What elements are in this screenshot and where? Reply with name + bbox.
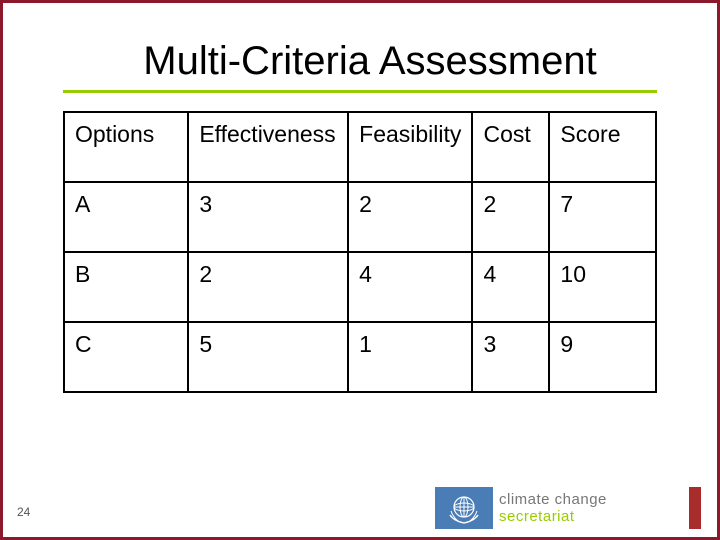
table-cell: 5 (188, 322, 348, 392)
table-cell: 10 (549, 252, 656, 322)
col-header: Options (64, 112, 188, 182)
logo-line1: climate change (499, 491, 683, 508)
criteria-table: Options Effectiveness Feasibility Cost S… (63, 111, 657, 393)
table-cell: A (64, 182, 188, 252)
table-cell: 1 (348, 322, 472, 392)
col-header: Score (549, 112, 656, 182)
table-row: A 3 2 2 7 (64, 182, 656, 252)
table-cell: B (64, 252, 188, 322)
col-header: Cost (472, 112, 549, 182)
page-number: 24 (17, 505, 30, 519)
table-row: C 5 1 3 9 (64, 322, 656, 392)
table-cell: 4 (472, 252, 549, 322)
title-underline (63, 90, 657, 93)
table-cell: 4 (348, 252, 472, 322)
table-row: B 2 4 4 10 (64, 252, 656, 322)
table-cell: 3 (472, 322, 549, 392)
table-cell: C (64, 322, 188, 392)
table-cell: 3 (188, 182, 348, 252)
logo-line2: secretariat (499, 508, 683, 525)
col-header: Effectiveness (188, 112, 348, 182)
table-cell: 9 (549, 322, 656, 392)
slide: Multi-Criteria Assessment Options Effect… (0, 0, 720, 540)
table-cell: 2 (188, 252, 348, 322)
footer-logos: climate change secretariat (435, 487, 701, 529)
table-cell: 2 (348, 182, 472, 252)
table-cell: 7 (549, 182, 656, 252)
un-emblem-icon (435, 487, 493, 529)
globe-laurel-icon (444, 491, 484, 525)
col-header: Feasibility (348, 112, 472, 182)
table-cell: 2 (472, 182, 549, 252)
table-header-row: Options Effectiveness Feasibility Cost S… (64, 112, 656, 182)
secretariat-logo: climate change secretariat (493, 487, 683, 529)
logo-stripe (689, 487, 701, 529)
slide-title: Multi-Criteria Assessment (83, 39, 657, 84)
